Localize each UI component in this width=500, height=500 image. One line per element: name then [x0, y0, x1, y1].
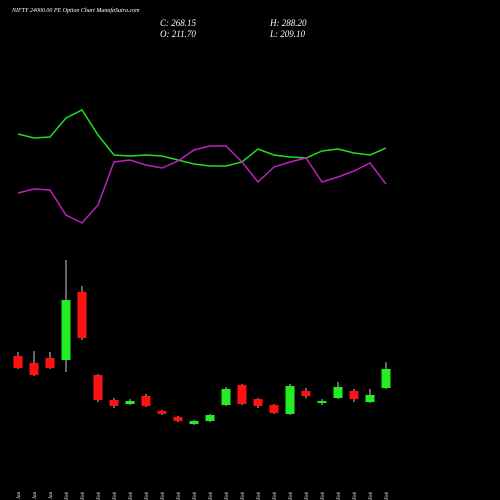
candle-body [317, 400, 327, 404]
candle-body [93, 375, 103, 401]
candle-body [109, 400, 119, 407]
ohlc-high: H: 288.20 [269, 18, 307, 28]
x-tick-label: 21 Feb [305, 492, 310, 500]
x-tick-label: 20 Feb [289, 492, 294, 500]
candle-body [253, 399, 263, 407]
candle-body [189, 420, 199, 425]
candle-body [77, 291, 87, 338]
candle-body [125, 400, 135, 405]
x-tick-label: 29 Jan [33, 492, 38, 500]
candle-body [61, 299, 71, 360]
x-tick-label: 11 Feb [177, 492, 182, 500]
candle-body [333, 386, 343, 398]
candle-body [29, 362, 39, 376]
x-tick-label: 01 Feb [65, 492, 70, 500]
x-tick-label: 04 Feb [97, 492, 102, 500]
candle-body [381, 368, 391, 388]
x-tick-label: 26 Feb [353, 492, 358, 500]
x-tick-label: 25 Feb [337, 492, 342, 500]
x-tick-label: 12 Feb [193, 492, 198, 500]
x-tick-label: 28 Feb [385, 492, 390, 500]
candle-body [237, 385, 247, 405]
x-tick-label: 14 Feb [225, 492, 230, 500]
ohlc-low: L: 209.10 [269, 29, 306, 39]
ohlc-close: C: 268.15 [160, 18, 197, 28]
candle-body [365, 394, 375, 402]
candle-body [173, 417, 183, 421]
candle-body [205, 414, 215, 421]
x-tick-label: 30 Jan [49, 492, 54, 500]
candle-body [157, 410, 167, 414]
x-tick-label: 17 Feb [241, 492, 246, 500]
candle-body [349, 390, 359, 400]
candle-body [285, 385, 295, 414]
candle-body [269, 404, 279, 414]
candle-body [45, 358, 55, 369]
x-tick-label: 10 Feb [161, 492, 166, 500]
x-tick-label: 27 Feb [369, 492, 374, 500]
ohlc-open: O: 211.70 [160, 29, 196, 39]
candle-body [141, 396, 151, 407]
indicator-line [17, 145, 387, 224]
x-tick-label: 03 Feb [81, 492, 86, 500]
x-tick-label: 28 Jan [17, 492, 22, 500]
x-tick-label: 19 Feb [273, 492, 278, 500]
x-tick-label: 05 Feb [113, 492, 118, 500]
indicator-line [17, 109, 387, 167]
candle-body [301, 390, 311, 397]
x-tick-label: 07 Feb [145, 492, 150, 500]
x-tick-label: 24 Feb [321, 492, 326, 500]
candle-body [221, 389, 231, 405]
candle-body [13, 355, 23, 369]
x-tick-label: 18 Feb [257, 492, 262, 500]
x-tick-label: 13 Feb [209, 492, 214, 500]
x-tick-label: 06 Feb [129, 492, 134, 500]
chart-title: NIFTY 24000.00 PE Option Chart MunafaSut… [11, 7, 140, 14]
